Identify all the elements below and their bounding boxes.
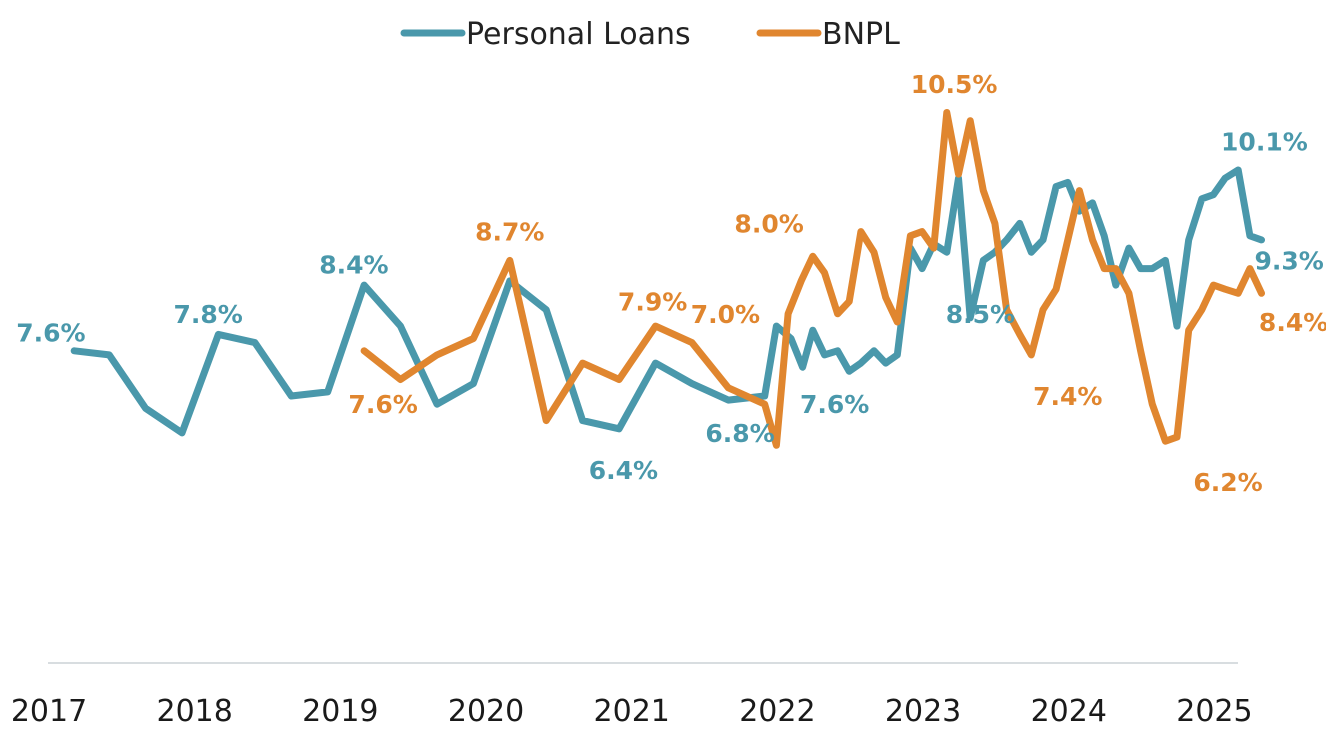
data-label-bnpl: 8.4% [1259, 308, 1326, 337]
data-label-bnpl: 7.4% [1033, 382, 1102, 411]
legend: Personal Loans BNPL [400, 17, 900, 52]
series-line-personal-loans [70, 166, 1265, 437]
data-label-personal-loans: 10.1% [1221, 127, 1308, 156]
x-tick-label-2021: 2021 [594, 694, 670, 729]
series-lines [70, 109, 1265, 449]
legend-label-bnpl: BNPL [822, 17, 900, 52]
legend-label-personal-loans: Personal Loans [466, 17, 691, 52]
data-label-bnpl: 7.6% [348, 390, 417, 419]
x-tick-label-2023: 2023 [885, 694, 961, 729]
data-label-personal-loans: 8.5% [946, 300, 1015, 329]
data-label-bnpl: 8.0% [734, 209, 803, 238]
x-tick-label-2020: 2020 [448, 694, 524, 729]
data-label-bnpl: 7.0% [691, 300, 760, 329]
data-label-personal-loans: 7.6% [16, 319, 85, 348]
data-label-bnpl: 10.5% [911, 70, 998, 99]
series-line-bnpl [360, 109, 1265, 449]
data-labels: 7.6% 7.8% 8.4% 6.4% 6.8% 7.6% 8.5% 10.1% 9.3% 7.6… [16, 70, 1326, 497]
x-tick-label-2025: 2025 [1176, 694, 1252, 729]
x-tick-label-2017: 2017 [11, 694, 87, 729]
data-label-personal-loans: 9.3% [1255, 246, 1324, 275]
x-tick-label-2022: 2022 [739, 694, 815, 729]
data-label-bnpl: 7.9% [618, 288, 687, 317]
legend-item-bnpl: BNPL [756, 17, 900, 52]
data-label-personal-loans: 7.8% [174, 300, 243, 329]
legend-item-personal-loans: Personal Loans [400, 17, 691, 52]
x-axis-tick-labels: 2017 2018 2019 2020 2021 2022 2023 2024 2025 [11, 694, 1253, 729]
data-label-personal-loans: 7.6% [800, 390, 869, 419]
data-label-bnpl: 8.7% [475, 218, 544, 247]
data-label-personal-loans: 8.4% [319, 251, 388, 280]
data-label-bnpl: 6.2% [1193, 468, 1262, 497]
data-label-personal-loans: 6.4% [589, 456, 658, 485]
data-label-personal-loans: 6.8% [705, 419, 774, 448]
x-tick-label-2024: 2024 [1031, 694, 1107, 729]
x-tick-label-2019: 2019 [302, 694, 378, 729]
x-tick-label-2018: 2018 [157, 694, 233, 729]
